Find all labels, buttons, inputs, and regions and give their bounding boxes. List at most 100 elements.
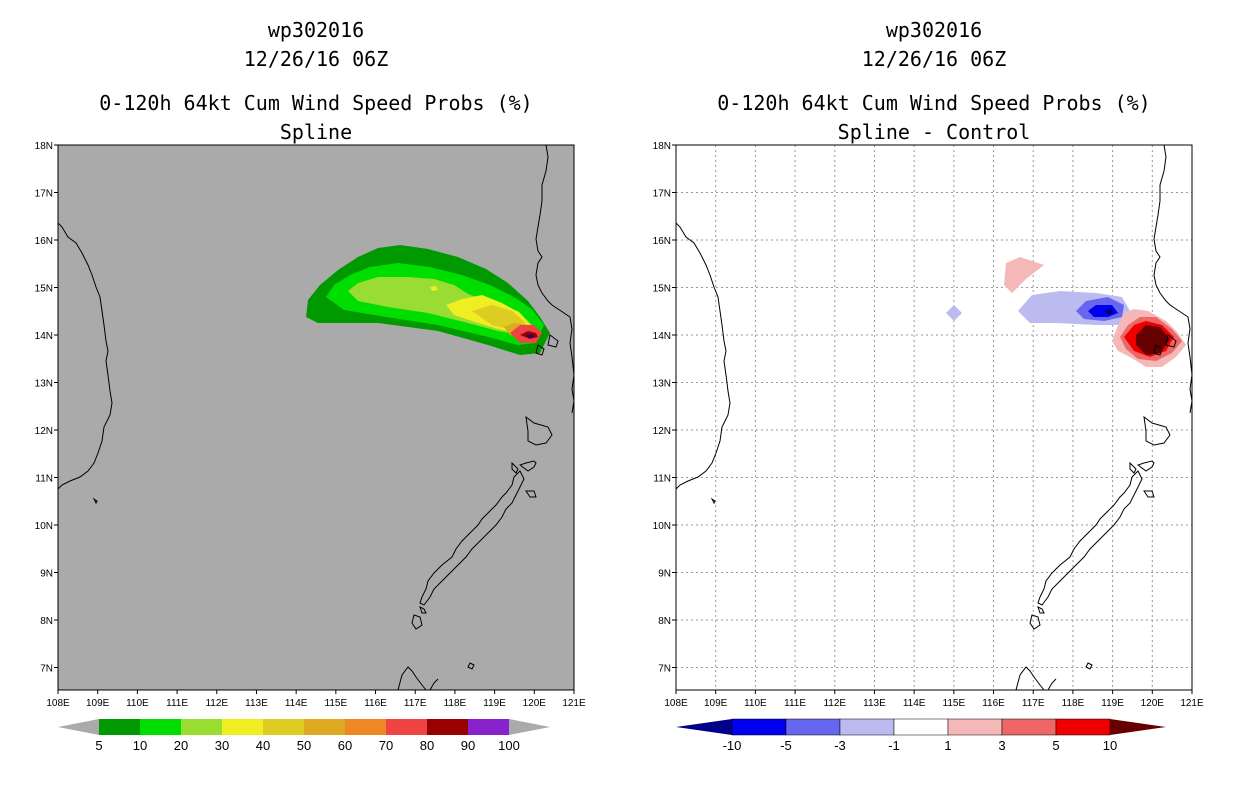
x-tick-label: 111E (784, 698, 806, 709)
colorbar-min-arrow (676, 719, 732, 735)
x-tick-label: 109E (704, 698, 728, 709)
x-tick-label: 114E (285, 698, 308, 709)
y-tick-label: 18N (35, 141, 53, 152)
y-tick-label: 10N (653, 521, 671, 532)
left-map: 108E 109E 110E 111E 112E 113E 114E 115E 116E 117E… (35, 141, 586, 709)
x-tick-label: 114E (903, 698, 926, 709)
right-map-frame (675, 144, 1193, 691)
x-tick-label: 116E (982, 698, 1005, 709)
right-difference-contours (946, 257, 1186, 367)
right-title-product: 0-120h 64kt Cum Wind Speed Probs (%) (717, 91, 1151, 115)
y-tick-label: 17N (35, 189, 53, 200)
colorbar-label: -3 (834, 738, 846, 753)
colorbar-swatch (345, 719, 386, 735)
right-title-method: Spline - Control (837, 120, 1031, 144)
x-tick-label: 108E (664, 698, 688, 709)
x-tick-label: 117E (404, 698, 427, 709)
colorbar-label: 30 (215, 738, 229, 753)
x-tick-label: 118E (444, 698, 467, 709)
x-tick-label: 109E (86, 698, 110, 709)
right-colorbar: -10 -5 -3 -1 1 3 5 10 (676, 718, 1166, 753)
y-tick-label: 15N (653, 284, 671, 295)
colorbar-min-arrow (58, 719, 99, 735)
colorbar-swatch (1055, 718, 1111, 736)
left-map-background (58, 145, 574, 690)
y-tick-label: 7N (40, 664, 53, 675)
right-x-axis: 108E 109E 110E 111E 112E 113E 114E 115E 116E 117E… (664, 690, 1204, 709)
y-tick-label: 15N (35, 284, 53, 295)
colorbar-swatch (386, 719, 427, 735)
right-map-background (676, 145, 1192, 690)
colorbar-swatch (731, 718, 787, 736)
colorbar-label: 10 (1103, 738, 1117, 753)
colorbar-max-arrow (1110, 719, 1166, 735)
colorbar-label: 20 (174, 738, 188, 753)
colorbar-label: 40 (256, 738, 270, 753)
right-y-axis: 18N 17N 16N 15N 14N 13N 12N 11N 10N 9N 8N 7N (653, 141, 676, 675)
x-tick-label: 113E (245, 698, 268, 709)
x-tick-label: 119E (483, 698, 506, 709)
diff-pos-10 (1136, 325, 1170, 355)
diff-pos-1-north (1004, 257, 1044, 293)
left-wind-probability-contours (306, 245, 550, 355)
colorbar-label: 80 (420, 738, 434, 753)
y-tick-label: 8N (658, 616, 671, 627)
x-tick-label: 113E (863, 698, 886, 709)
diff-neg-1-west (946, 305, 962, 321)
y-tick-label: 12N (35, 426, 53, 437)
x-tick-label: 121E (562, 698, 586, 709)
left-x-axis: 108E 109E 110E 111E 112E 113E 114E 115E 116E 117E… (46, 690, 586, 709)
colorbar-swatch (468, 719, 509, 735)
colorbar-swatch (222, 719, 263, 735)
contour-30-spot (430, 286, 438, 291)
colorbar-label: -1 (888, 738, 900, 753)
colorbar-label: 70 (379, 738, 393, 753)
x-tick-label: 110E (744, 698, 767, 709)
colorbar-swatch (785, 718, 841, 736)
colorbar-swatch (140, 719, 181, 735)
colorbar-swatch (893, 718, 949, 736)
colorbar-label: 5 (95, 738, 102, 753)
x-tick-label: 111E (166, 698, 188, 709)
left-map-frame (57, 144, 575, 691)
y-tick-label: 12N (653, 426, 671, 437)
y-tick-label: 18N (653, 141, 671, 152)
y-tick-label: 17N (653, 189, 671, 200)
colorbar-swatch (1001, 718, 1057, 736)
y-tick-label: 11N (653, 474, 671, 485)
y-tick-label: 14N (35, 331, 53, 342)
colorbar-label: 3 (998, 738, 1005, 753)
x-tick-label: 118E (1062, 698, 1085, 709)
y-tick-label: 7N (658, 664, 671, 675)
colorbar-label: 50 (297, 738, 311, 753)
left-title-datetime: 12/26/16 06Z (243, 47, 389, 71)
right-grid (676, 145, 1192, 690)
x-tick-label: 120E (523, 698, 547, 709)
colorbar-label: 90 (461, 738, 475, 753)
x-tick-label: 120E (1141, 698, 1165, 709)
left-colorbar: 5 10 20 30 40 50 60 70 80 90 100 (58, 719, 550, 753)
y-tick-label: 13N (35, 379, 53, 390)
colorbar-label: 60 (338, 738, 352, 753)
x-tick-label: 112E (205, 698, 228, 709)
y-tick-label: 14N (653, 331, 671, 342)
x-tick-label: 110E (126, 698, 149, 709)
y-tick-label: 13N (653, 379, 671, 390)
left-y-axis: 18N 17N 16N 15N 14N 13N 12N 11N 10N 9N 8N 7N (35, 141, 58, 675)
colorbar-label: -5 (780, 738, 792, 753)
x-tick-label: 116E (364, 698, 387, 709)
diff-neg-10 (1104, 308, 1114, 315)
colorbar-label: 5 (1052, 738, 1059, 753)
x-tick-label: 119E (1101, 698, 1124, 709)
y-tick-label: 16N (35, 236, 53, 247)
colorbar-swatch (427, 719, 468, 735)
x-tick-label: 121E (1180, 698, 1204, 709)
y-tick-label: 8N (40, 616, 53, 627)
colorbar-swatch (263, 719, 304, 735)
y-tick-label: 10N (35, 521, 53, 532)
left-title-method: Spline (279, 120, 353, 144)
right-title-storm: wp302016 (885, 18, 983, 42)
colorbar-swatch (947, 718, 1003, 736)
y-tick-label: 9N (658, 569, 671, 580)
